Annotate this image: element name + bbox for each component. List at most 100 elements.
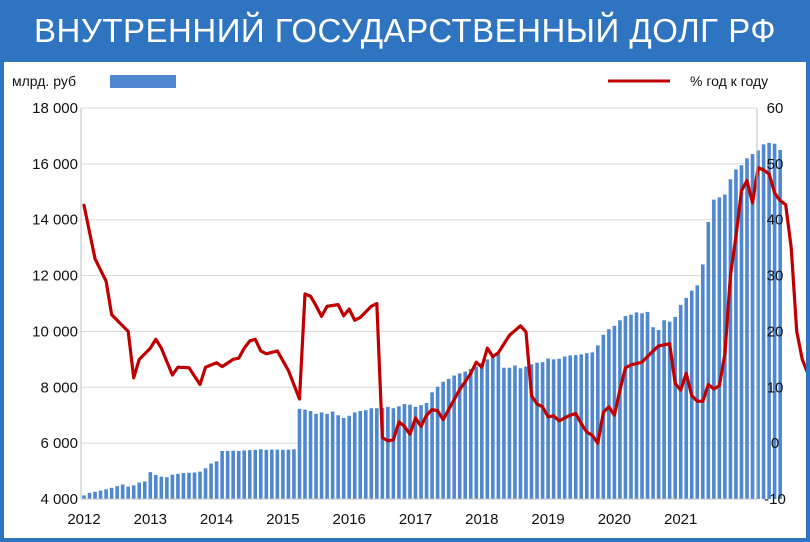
- x-tick-label: 2019: [531, 511, 564, 528]
- bar: [325, 413, 329, 499]
- bar: [236, 450, 241, 499]
- bar: [734, 169, 738, 499]
- y-right-tick-label: 60: [767, 100, 784, 117]
- bar: [435, 386, 440, 499]
- y-right-tick-label: 50: [767, 156, 784, 173]
- chart-panel: 4 000 6 000 8 000 10 000 12 000 14 000 16 000 1…: [4, 62, 806, 538]
- bar: [474, 366, 479, 499]
- bar: [712, 199, 716, 500]
- bar: [634, 312, 639, 499]
- bar: [529, 364, 534, 499]
- x-tick-label: 2018: [465, 511, 498, 528]
- bar: [231, 450, 235, 499]
- bar: [496, 353, 501, 499]
- bar: [281, 449, 285, 499]
- bar: [408, 404, 412, 499]
- y-right-tick-label: 20: [767, 323, 784, 340]
- bar: [678, 304, 683, 499]
- bar: [667, 321, 672, 499]
- chart-canvas: 4 000 6 000 8 000 10 000 12 000 14 000 16 000 1…: [12, 73, 806, 528]
- bar: [319, 412, 324, 499]
- x-tick-label: 2014: [200, 511, 233, 528]
- bar: [192, 472, 197, 499]
- bar: [502, 367, 506, 499]
- bar: [82, 495, 86, 499]
- bar: [214, 461, 219, 499]
- bar: [645, 311, 650, 499]
- bar: [126, 486, 130, 499]
- bar: [507, 367, 512, 499]
- bar: [761, 144, 766, 499]
- y-left-tick-label: 6 000: [40, 435, 78, 452]
- bar: [292, 449, 296, 499]
- bar: [607, 329, 611, 499]
- y-right-tick-label: 0: [771, 435, 779, 452]
- y-right-tick-label: 30: [767, 268, 784, 285]
- bar: [131, 485, 136, 499]
- bar: [170, 474, 175, 499]
- bar: [253, 449, 258, 499]
- bar: [397, 406, 401, 499]
- bar: [220, 450, 224, 499]
- bar-series: [82, 142, 782, 500]
- bar: [181, 473, 186, 499]
- legend: млрд. руб % год к году: [12, 73, 768, 89]
- x-tick-label: 2015: [266, 511, 299, 528]
- bar: [402, 404, 407, 499]
- y-right-tick-label: 10: [767, 379, 784, 396]
- y-right-tick-label: -10: [764, 491, 786, 508]
- bar: [651, 327, 655, 499]
- y-left-tick-label: 12 000: [32, 268, 78, 285]
- grid-lines: [81, 107, 757, 500]
- bar: [380, 407, 385, 499]
- y-left-tick-label: 14 000: [32, 212, 78, 229]
- bar: [209, 463, 213, 499]
- bar: [551, 359, 556, 499]
- bar: [457, 373, 462, 499]
- bar: [120, 484, 125, 499]
- bar: [524, 366, 528, 499]
- bar: [485, 359, 490, 499]
- bar: [430, 392, 434, 499]
- bar: [297, 408, 302, 499]
- bar: [104, 489, 108, 499]
- bar: [159, 476, 164, 499]
- bar: [584, 353, 589, 499]
- bar: [695, 285, 700, 499]
- legend-line-label: % год к году: [690, 73, 768, 89]
- bar: [286, 449, 291, 499]
- bar: [391, 408, 396, 499]
- bar: [270, 449, 274, 499]
- bar: [375, 408, 379, 499]
- bar: [347, 415, 351, 499]
- bar: [109, 487, 114, 499]
- bar: [93, 491, 97, 499]
- bar: [413, 406, 418, 499]
- bar: [247, 450, 252, 500]
- bar: [656, 330, 661, 499]
- bar: [491, 356, 495, 499]
- bar: [441, 381, 445, 499]
- x-tick-label: 2017: [399, 511, 432, 528]
- y-left-tick-label: 16 000: [32, 156, 78, 173]
- bar: [363, 410, 368, 499]
- line-path: [82, 166, 806, 445]
- bar: [673, 316, 677, 499]
- bar: [772, 143, 777, 499]
- bar: [596, 345, 600, 499]
- chart-title: ВНУТРЕННИЙ ГОСУДАРСТВЕННЫЙ ДОЛГ РФ: [34, 12, 776, 49]
- bar: [308, 411, 313, 499]
- bar: [590, 352, 595, 500]
- x-tick-label: 2016: [333, 511, 366, 528]
- bar: [568, 355, 572, 499]
- bar: [176, 473, 180, 499]
- bar: [546, 358, 550, 499]
- bar: [739, 165, 744, 499]
- bar: [446, 378, 451, 499]
- bar: [198, 471, 202, 499]
- bar: [352, 412, 357, 499]
- bar: [662, 320, 666, 499]
- bar: [745, 158, 749, 499]
- bar: [535, 362, 539, 499]
